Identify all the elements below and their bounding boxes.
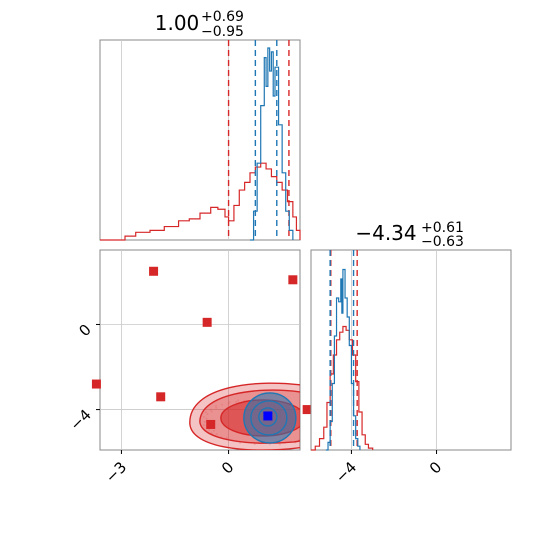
hist0-series-0 [100, 162, 301, 241]
joint-sample-dot [228, 401, 231, 404]
point-square-2 [202, 317, 212, 327]
panel-frame-right [310, 249, 512, 451]
contour-blue-mid [250, 400, 288, 436]
point-square-0 [149, 266, 159, 276]
joint-sample-dot [212, 429, 215, 432]
joint-sample-dot [278, 443, 281, 446]
tick-label-x0-0: −3 [102, 458, 130, 486]
joint-contours [189, 382, 310, 450]
title-0-value: 1.00 [155, 11, 200, 35]
title-1-minus: −0.63 [421, 234, 464, 250]
hist1-series-1 [325, 268, 361, 451]
hist0-series-1 [250, 47, 294, 241]
tick-label-x1-0: −4 [332, 458, 360, 486]
joint-sample-dot [253, 443, 256, 446]
joint-sample-dot [237, 399, 240, 402]
joint-sample-dot [235, 400, 238, 403]
joint-sample-dot [215, 406, 218, 409]
hist-panel-param-0 [99, 39, 301, 241]
tick-label-x0-1: 0 [218, 458, 237, 477]
joint-sample-dot [221, 403, 224, 406]
joint-sample-dot [304, 440, 306, 442]
point-square-5 [206, 419, 216, 429]
joint-sample-dot [205, 417, 208, 420]
joint-sample-dot [227, 402, 230, 405]
joint-sample-dot [203, 420, 206, 423]
tick-label-x1-1: 0 [426, 458, 445, 477]
title-1-plus: +0.61 [421, 220, 464, 236]
joint-sample-dot [209, 408, 212, 411]
joint-sample-dot [203, 415, 206, 418]
title-0-minus: −0.95 [201, 24, 244, 40]
joint-panel [91, 249, 312, 451]
joint-sample-dot [225, 436, 228, 439]
joint-sample-dot [215, 433, 218, 436]
joint-sample-dot [210, 410, 213, 413]
point-square-4 [156, 392, 166, 402]
point-square-6 [302, 405, 312, 415]
title-0-plus: +0.69 [201, 9, 244, 25]
truth-point [263, 411, 273, 421]
title-param-0: 1.00 [155, 11, 200, 35]
tick-label-y1-1: −4 [66, 406, 94, 434]
point-square-1 [288, 275, 298, 285]
hist-panel-param-1 [310, 249, 512, 451]
joint-sample-dot [202, 424, 205, 427]
tick-label-y1-0: 0 [75, 321, 94, 340]
hist1-series-0 [311, 325, 374, 451]
joint-sample-dot [214, 405, 217, 408]
joint-sample-dot [206, 413, 209, 416]
title-1-value: −4.34 [355, 221, 416, 245]
point-square-3 [91, 379, 101, 389]
contour-blue-inner [258, 407, 278, 427]
joint-sample-dot [208, 428, 211, 431]
joint-sample-dot [308, 438, 310, 440]
joint-sample-dot [204, 411, 207, 414]
